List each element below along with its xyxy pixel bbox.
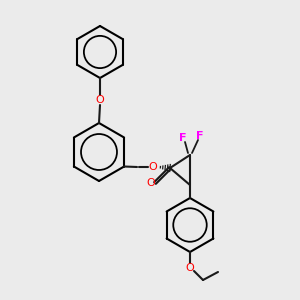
Text: O: O <box>148 162 158 172</box>
Text: O: O <box>147 178 155 188</box>
Text: O: O <box>186 263 194 273</box>
Text: O: O <box>96 95 104 105</box>
Text: F: F <box>179 133 187 143</box>
Text: F: F <box>196 131 204 141</box>
